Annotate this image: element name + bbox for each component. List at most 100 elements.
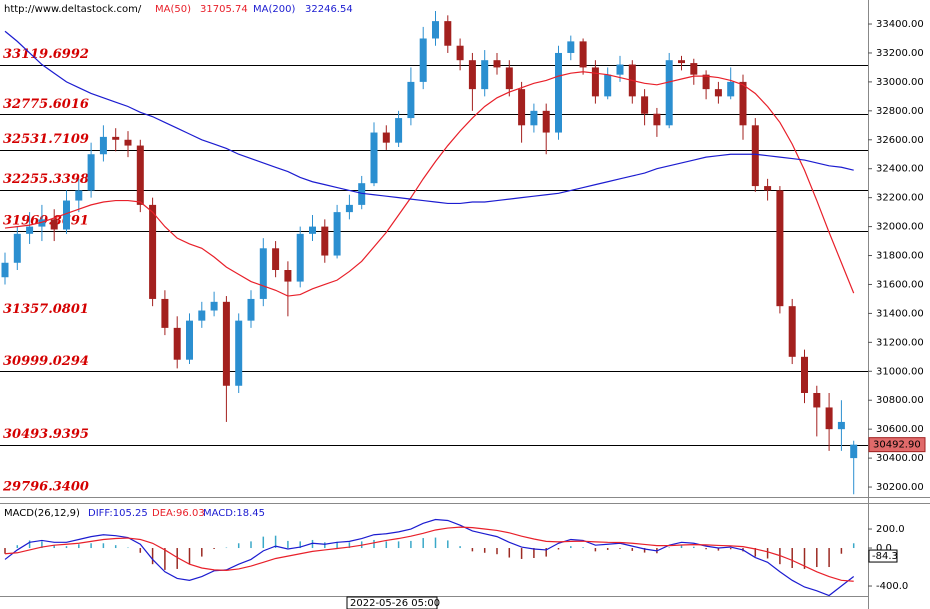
candle-body bbox=[751, 125, 759, 187]
candle-body bbox=[665, 60, 673, 126]
candle-body bbox=[555, 52, 562, 133]
level-label: 29796.3400 bbox=[2, 480, 89, 495]
candle-body bbox=[764, 186, 772, 191]
candle-body bbox=[542, 110, 550, 133]
level-label: 32775.6016 bbox=[3, 97, 89, 112]
candle-body bbox=[505, 67, 513, 90]
y-tick-label: 31400.00 bbox=[876, 308, 924, 319]
candle-body bbox=[419, 38, 427, 82]
y-tick-label: 32400.00 bbox=[876, 164, 924, 175]
y-tick-label: 31200.00 bbox=[876, 337, 924, 348]
cursor-box bbox=[346, 596, 438, 609]
candle-body bbox=[825, 407, 833, 430]
macd-readout: DEA:96.03 bbox=[152, 508, 205, 519]
candle-body bbox=[173, 327, 181, 360]
source-url: http://www.deltastock.com/ bbox=[4, 4, 142, 15]
candle-body bbox=[87, 154, 95, 191]
candle-body bbox=[247, 298, 255, 321]
candle-body bbox=[616, 64, 624, 75]
y-tick-label: 200.0 bbox=[876, 524, 905, 535]
price-tag-box bbox=[868, 437, 926, 453]
level-label: 30493.9395 bbox=[3, 427, 89, 442]
y-tick-label: 33200.00 bbox=[876, 48, 924, 59]
candle-body bbox=[641, 96, 649, 114]
y-tick-label: 32000.00 bbox=[876, 222, 924, 233]
candle-body bbox=[345, 204, 353, 213]
candle-body bbox=[468, 60, 476, 90]
candle-body bbox=[99, 136, 107, 155]
y-tick-label: 30600.00 bbox=[876, 424, 924, 435]
candle-body bbox=[604, 74, 612, 97]
candle-body bbox=[149, 204, 157, 299]
candle-body bbox=[653, 113, 661, 126]
ma-name: MA(200) bbox=[253, 4, 295, 15]
y-tick-label: 31000.00 bbox=[876, 366, 924, 377]
candle-body bbox=[112, 136, 120, 140]
candle-body bbox=[333, 212, 341, 256]
candle-body bbox=[493, 60, 501, 68]
candle-body bbox=[714, 89, 722, 97]
candle-body bbox=[382, 132, 390, 143]
y-tick-label: 33000.00 bbox=[876, 77, 924, 88]
level-label: 31357.0801 bbox=[3, 302, 89, 317]
candle-body bbox=[850, 444, 858, 459]
candle-body bbox=[259, 248, 267, 299]
y-tick-label: 30200.00 bbox=[876, 482, 924, 493]
candle-body bbox=[395, 118, 403, 143]
candle-body bbox=[1, 262, 9, 278]
ma-value: 31705.74 bbox=[200, 4, 248, 15]
macd-line bbox=[4, 518, 855, 597]
value-tag-box bbox=[868, 549, 898, 563]
candle-body bbox=[776, 190, 784, 307]
level-label: 32255.3398 bbox=[3, 172, 89, 187]
candle-body bbox=[370, 132, 378, 184]
candle-body bbox=[456, 45, 464, 61]
candle-body bbox=[235, 320, 243, 386]
macd-title: MACD(26,12,9) bbox=[4, 508, 80, 519]
candle-body bbox=[198, 310, 206, 321]
candle-body bbox=[222, 301, 230, 386]
candle-body bbox=[136, 145, 144, 205]
candle-body bbox=[309, 226, 316, 234]
candle-body bbox=[801, 356, 808, 393]
cursor-label: 2022-05-26 05:00 bbox=[350, 598, 440, 609]
level-label: 33119.6992 bbox=[3, 47, 89, 62]
y-tick-label: 33400.00 bbox=[876, 19, 924, 30]
candle-body bbox=[739, 81, 747, 126]
candle-body bbox=[788, 306, 796, 357]
candle-body bbox=[727, 81, 735, 97]
candle-body bbox=[432, 21, 439, 39]
candle-body bbox=[50, 219, 58, 230]
y-tick-label: 32200.00 bbox=[876, 193, 924, 204]
candle-body bbox=[591, 67, 599, 97]
candle-body bbox=[407, 81, 415, 119]
y-tick-label: -400.0 bbox=[876, 581, 908, 592]
candle-body bbox=[690, 63, 698, 75]
macd-line bbox=[4, 526, 854, 582]
candle-body bbox=[678, 60, 685, 64]
macd-readout: DIFF:105.25 bbox=[88, 508, 148, 519]
y-tick-label: 31600.00 bbox=[876, 279, 924, 290]
ma-line bbox=[4, 30, 854, 205]
candle-body bbox=[444, 21, 452, 46]
candle-body bbox=[161, 298, 169, 328]
ma-line bbox=[4, 71, 855, 297]
candle-body bbox=[567, 41, 575, 53]
candle-body bbox=[481, 60, 489, 90]
candle-body bbox=[186, 320, 193, 360]
y-tick-label: 31800.00 bbox=[876, 251, 924, 262]
y-tick-label: 0.0 bbox=[876, 543, 892, 554]
candle-body bbox=[75, 190, 83, 201]
price-tag: 30492.90 bbox=[873, 440, 921, 451]
candle-body bbox=[702, 74, 710, 90]
candle-body bbox=[837, 421, 845, 430]
y-tick-label: 30400.00 bbox=[876, 453, 924, 464]
y-tick-label: 32600.00 bbox=[876, 135, 924, 146]
candle-body bbox=[272, 248, 280, 270]
candle-body bbox=[813, 392, 821, 408]
y-tick-label: 32800.00 bbox=[876, 106, 924, 117]
candle-body bbox=[518, 89, 526, 126]
candle-body bbox=[579, 41, 587, 68]
